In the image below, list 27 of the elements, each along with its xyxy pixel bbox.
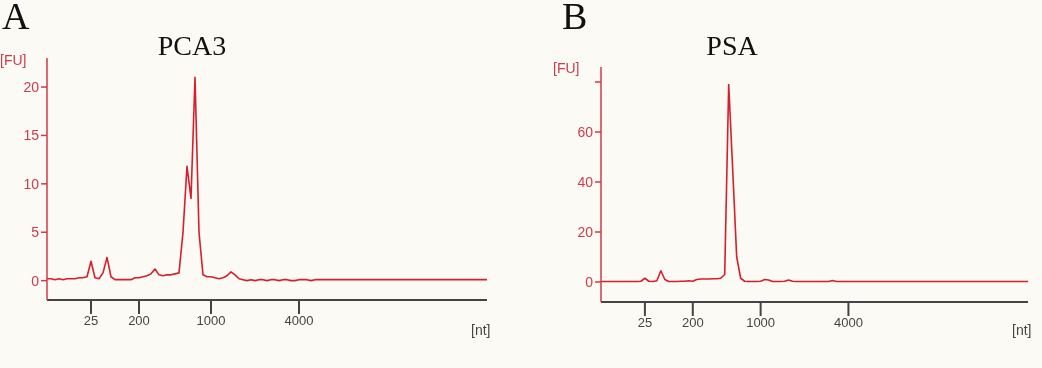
y-tick-label: 20 [23, 79, 40, 96]
y-axis-title: [FU] [553, 60, 580, 76]
y-tick-label: 15 [23, 127, 40, 144]
y-tick-label: 20 [577, 223, 594, 240]
x-axis-title: [nt] [1012, 322, 1032, 338]
chart-title: PCA3 [156, 30, 228, 62]
y-tick-label: 0 [31, 272, 40, 289]
chart-title: PSA [705, 30, 759, 62]
x-tick-label: 25 [637, 315, 653, 331]
x-tick-label: 4000 [284, 313, 314, 329]
y-tick-label: 40 [577, 173, 594, 190]
line-series [601, 83, 1028, 283]
x-axis-title: [nt] [471, 322, 491, 338]
x-tick-label: 25 [83, 313, 99, 329]
x-tick-label: 200 [681, 315, 704, 331]
x-tick-label: 4000 [833, 315, 863, 331]
x-tick-label: 1000 [746, 315, 776, 331]
x-tick-label: 1000 [196, 313, 226, 329]
y-axis-title: [FU] [0, 52, 27, 68]
y-tick-label: 10 [23, 175, 40, 192]
y-tick-label: 0 [585, 273, 594, 290]
y-tick-label: 5 [31, 224, 40, 241]
x-tick-label: 200 [128, 313, 150, 329]
text: A [2, 0, 30, 38]
text: B [562, 0, 588, 38]
line-series [47, 76, 487, 282]
y-tick-label: 60 [577, 123, 594, 140]
